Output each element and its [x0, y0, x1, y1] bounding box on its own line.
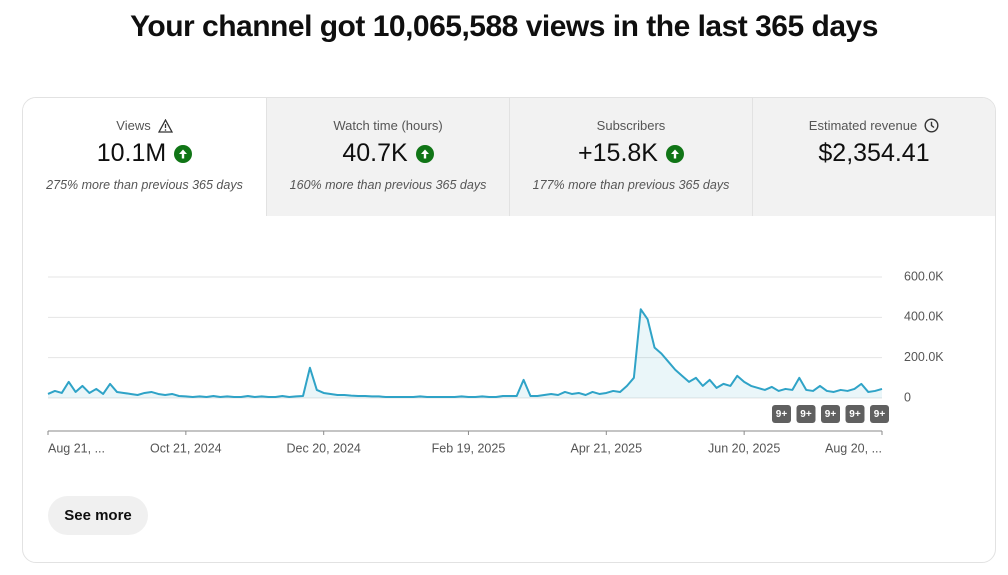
badge-box: [845, 405, 865, 423]
y-tick-label: 200.0K: [904, 350, 944, 364]
page-title: Your channel got 10,065,588 views in the…: [130, 10, 878, 43]
annotation-badge: 9+: [845, 405, 865, 423]
annotation-badge: 9+: [796, 405, 816, 423]
metric-value: +15.8K: [578, 139, 658, 167]
metric-value: $2,354.41: [818, 139, 930, 167]
y-tick-label: 600.0K: [904, 269, 944, 283]
metric-label: Estimated revenue: [808, 118, 918, 133]
metric-tab[interactable]: Subscribers +15.8K 177% more than previo…: [509, 98, 752, 216]
annotation-badge: 9+: [821, 405, 840, 423]
x-tick-label: Jun 20, 2025: [708, 441, 780, 455]
see-more-button[interactable]: See more: [48, 496, 148, 535]
badge-box: [772, 405, 791, 423]
badge-box: [870, 405, 889, 423]
metric-value: 10.1M: [96, 139, 167, 167]
warning-icon: [157, 118, 173, 133]
metric-value: 40.7K: [342, 139, 408, 167]
metric-tab[interactable]: Watch time (hours) 40.7K 160% more than …: [266, 98, 509, 216]
x-tick-label: Apr 21, 2025: [571, 441, 643, 455]
metric-tab[interactable]: Estimated revenue $2,354.41: [752, 98, 995, 216]
badge-box: [821, 405, 840, 423]
annotation-badge: 9+: [772, 405, 791, 423]
metric-tab[interactable]: Views 10.1M 275% more than previous 365 …: [23, 98, 266, 216]
x-tick-label: Dec 20, 2024: [287, 441, 361, 455]
up-icon: [174, 144, 193, 163]
metric-change: 160% more than previous 365 days: [289, 178, 487, 192]
up-icon: [665, 144, 684, 163]
x-tick-label: Feb 19, 2025: [432, 441, 506, 455]
metric-change: 275% more than previous 365 days: [46, 178, 243, 192]
y-tick-label: 400.0K: [904, 310, 944, 324]
area: [48, 309, 882, 398]
x-tick-label: Aug 20, ...: [825, 441, 882, 455]
metric-label: Subscribers: [596, 118, 666, 133]
metric-change: 177% more than previous 365 days: [532, 178, 730, 192]
up-icon: [415, 144, 434, 163]
badge-label: 9+: [849, 409, 861, 420]
badge-label: 9+: [776, 409, 788, 420]
line: [47, 308, 883, 398]
clock-icon: [924, 118, 939, 133]
y-tick-label: 0: [904, 390, 911, 404]
x-tick-label: Oct 21, 2024: [150, 441, 222, 455]
analytics-card: Views 10.1M 275% more than previous 365 …: [22, 97, 996, 563]
badge-label: 9+: [800, 409, 812, 420]
badge-label: 9+: [825, 409, 837, 420]
x-tick-label: Aug 21, ...: [48, 441, 105, 455]
metric-label: Watch time (hours): [333, 118, 443, 133]
metric-label: Views: [116, 118, 151, 133]
badge-box: [796, 405, 816, 423]
annotation-badge: 9+: [870, 405, 889, 423]
badge-label: 9+: [874, 409, 886, 420]
